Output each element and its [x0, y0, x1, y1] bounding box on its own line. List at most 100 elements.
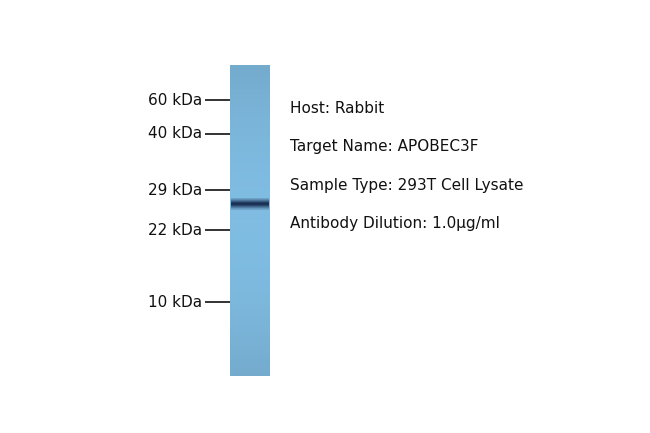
Bar: [230, 259, 270, 262]
Text: 60 kDa: 60 kDa: [148, 93, 202, 108]
Bar: [230, 68, 270, 71]
Bar: [230, 231, 270, 234]
Bar: [230, 228, 270, 231]
Bar: [230, 246, 270, 249]
Bar: [230, 135, 270, 138]
Bar: [230, 331, 270, 335]
Bar: [230, 298, 270, 301]
Bar: [230, 138, 270, 141]
Bar: [230, 306, 270, 309]
Bar: [230, 179, 270, 182]
Bar: [230, 164, 270, 167]
Bar: [230, 360, 270, 363]
Bar: [230, 161, 270, 164]
Bar: [230, 349, 270, 353]
Bar: [230, 200, 270, 203]
Bar: [230, 311, 270, 314]
Bar: [230, 223, 270, 226]
Bar: [230, 89, 270, 92]
Bar: [230, 282, 270, 286]
Bar: [231, 198, 269, 199]
Bar: [230, 288, 270, 291]
Bar: [231, 209, 269, 210]
Bar: [230, 112, 270, 115]
Bar: [230, 143, 270, 146]
Bar: [231, 200, 269, 201]
Bar: [230, 277, 270, 281]
Bar: [231, 199, 269, 200]
Bar: [230, 373, 270, 376]
Bar: [230, 334, 270, 337]
Bar: [230, 254, 270, 257]
Bar: [230, 125, 270, 128]
Bar: [230, 329, 270, 332]
Bar: [230, 171, 270, 174]
Bar: [230, 189, 270, 193]
Bar: [230, 145, 270, 149]
Bar: [230, 362, 270, 366]
Bar: [230, 130, 270, 133]
Bar: [230, 324, 270, 327]
Bar: [231, 197, 269, 198]
Bar: [230, 357, 270, 361]
Bar: [230, 117, 270, 120]
Bar: [230, 215, 270, 218]
Bar: [230, 109, 270, 113]
Bar: [230, 76, 270, 79]
Bar: [230, 365, 270, 368]
Bar: [231, 208, 269, 209]
Bar: [230, 262, 270, 265]
Bar: [230, 132, 270, 136]
Bar: [230, 280, 270, 283]
Bar: [230, 316, 270, 319]
Bar: [230, 96, 270, 100]
Bar: [230, 84, 270, 87]
Bar: [230, 194, 270, 198]
Bar: [230, 205, 270, 208]
Text: Host: Rabbit: Host: Rabbit: [291, 101, 385, 116]
Text: Sample Type: 293T Cell Lysate: Sample Type: 293T Cell Lysate: [291, 178, 524, 193]
Bar: [230, 285, 270, 288]
Bar: [230, 148, 270, 151]
Bar: [231, 207, 269, 208]
Bar: [231, 207, 269, 208]
Bar: [230, 104, 270, 107]
Bar: [230, 342, 270, 345]
Bar: [230, 218, 270, 221]
Text: 29 kDa: 29 kDa: [148, 183, 202, 198]
Bar: [231, 204, 269, 205]
Bar: [230, 251, 270, 255]
Bar: [230, 166, 270, 169]
Bar: [231, 204, 269, 205]
Bar: [230, 197, 270, 200]
Bar: [230, 71, 270, 74]
Bar: [231, 204, 269, 205]
Bar: [231, 209, 269, 210]
Bar: [230, 176, 270, 180]
Bar: [230, 114, 270, 118]
Bar: [230, 326, 270, 330]
Bar: [230, 295, 270, 298]
Bar: [230, 187, 270, 190]
Bar: [230, 347, 270, 350]
Bar: [230, 122, 270, 126]
Bar: [230, 151, 270, 154]
Bar: [230, 99, 270, 102]
Bar: [230, 78, 270, 81]
Bar: [230, 336, 270, 340]
Bar: [230, 174, 270, 177]
Text: 22 kDa: 22 kDa: [148, 223, 202, 238]
Bar: [231, 203, 269, 204]
Bar: [230, 267, 270, 270]
Bar: [230, 301, 270, 304]
Bar: [230, 233, 270, 236]
Bar: [231, 201, 269, 202]
Bar: [230, 101, 270, 105]
Bar: [230, 168, 270, 172]
Bar: [231, 205, 269, 206]
Bar: [230, 213, 270, 216]
Bar: [230, 303, 270, 306]
Bar: [230, 239, 270, 242]
Bar: [230, 241, 270, 244]
Bar: [230, 94, 270, 97]
